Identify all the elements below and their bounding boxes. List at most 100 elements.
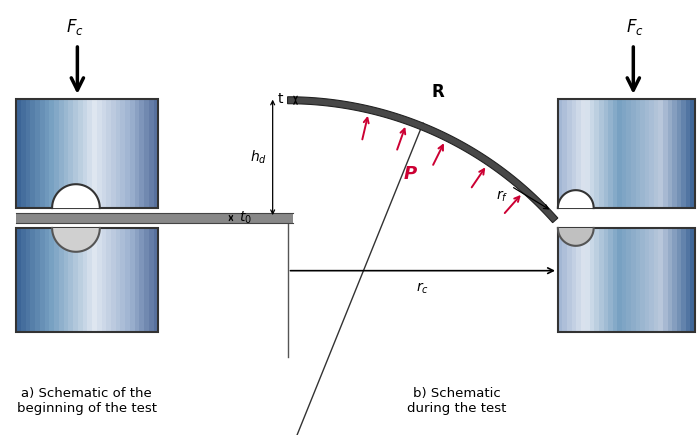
Polygon shape bbox=[690, 99, 696, 208]
Polygon shape bbox=[558, 228, 563, 332]
Polygon shape bbox=[636, 228, 640, 332]
Polygon shape bbox=[659, 99, 664, 208]
Polygon shape bbox=[640, 228, 645, 332]
Polygon shape bbox=[567, 99, 572, 208]
Polygon shape bbox=[555, 228, 596, 246]
Polygon shape bbox=[16, 228, 158, 332]
Polygon shape bbox=[663, 228, 668, 332]
Polygon shape bbox=[572, 99, 577, 208]
Polygon shape bbox=[69, 99, 74, 208]
Polygon shape bbox=[590, 99, 595, 208]
Polygon shape bbox=[636, 99, 640, 208]
Polygon shape bbox=[650, 99, 654, 208]
Polygon shape bbox=[572, 228, 577, 332]
Polygon shape bbox=[622, 228, 627, 332]
Polygon shape bbox=[563, 99, 568, 208]
Polygon shape bbox=[576, 99, 581, 208]
Polygon shape bbox=[659, 228, 664, 332]
Polygon shape bbox=[31, 99, 36, 208]
Polygon shape bbox=[558, 99, 695, 208]
Polygon shape bbox=[585, 228, 590, 332]
Polygon shape bbox=[139, 228, 145, 332]
Polygon shape bbox=[73, 228, 78, 332]
Polygon shape bbox=[106, 228, 111, 332]
Polygon shape bbox=[576, 228, 581, 332]
Polygon shape bbox=[78, 228, 83, 332]
Polygon shape bbox=[16, 228, 22, 332]
Text: $h_d$: $h_d$ bbox=[250, 149, 267, 166]
Polygon shape bbox=[581, 99, 586, 208]
Polygon shape bbox=[40, 99, 46, 208]
Polygon shape bbox=[59, 228, 64, 332]
Polygon shape bbox=[668, 228, 673, 332]
Polygon shape bbox=[125, 99, 130, 208]
Text: t: t bbox=[278, 92, 284, 106]
Text: $F_c$: $F_c$ bbox=[66, 17, 84, 37]
Polygon shape bbox=[288, 97, 558, 223]
Polygon shape bbox=[120, 99, 126, 208]
Polygon shape bbox=[88, 228, 92, 332]
Text: P: P bbox=[403, 165, 416, 183]
Polygon shape bbox=[134, 228, 140, 332]
Polygon shape bbox=[106, 99, 111, 208]
Polygon shape bbox=[599, 228, 604, 332]
Polygon shape bbox=[54, 99, 60, 208]
Polygon shape bbox=[102, 228, 107, 332]
Polygon shape bbox=[672, 99, 677, 208]
Polygon shape bbox=[83, 99, 88, 208]
Polygon shape bbox=[59, 99, 64, 208]
Polygon shape bbox=[139, 99, 145, 208]
Polygon shape bbox=[617, 228, 622, 332]
Polygon shape bbox=[144, 99, 149, 208]
Polygon shape bbox=[26, 228, 31, 332]
Polygon shape bbox=[668, 99, 673, 208]
Polygon shape bbox=[54, 228, 60, 332]
Polygon shape bbox=[594, 228, 599, 332]
Polygon shape bbox=[558, 99, 563, 208]
Polygon shape bbox=[97, 99, 102, 208]
Polygon shape bbox=[603, 99, 609, 208]
Polygon shape bbox=[686, 228, 691, 332]
Polygon shape bbox=[102, 99, 107, 208]
Polygon shape bbox=[672, 228, 677, 332]
Polygon shape bbox=[612, 228, 618, 332]
Polygon shape bbox=[585, 99, 590, 208]
Polygon shape bbox=[677, 228, 682, 332]
Text: R: R bbox=[432, 83, 444, 101]
Text: $r_c$: $r_c$ bbox=[416, 281, 429, 296]
Polygon shape bbox=[35, 228, 41, 332]
Polygon shape bbox=[153, 228, 159, 332]
Polygon shape bbox=[622, 99, 627, 208]
Polygon shape bbox=[663, 99, 668, 208]
Polygon shape bbox=[130, 228, 135, 332]
Text: $F_c$: $F_c$ bbox=[626, 17, 644, 37]
Polygon shape bbox=[645, 99, 650, 208]
Polygon shape bbox=[21, 99, 26, 208]
Polygon shape bbox=[594, 99, 599, 208]
Text: a) Schematic of the
beginning of the test: a) Schematic of the beginning of the tes… bbox=[17, 387, 157, 415]
Polygon shape bbox=[134, 99, 140, 208]
Polygon shape bbox=[21, 228, 26, 332]
Polygon shape bbox=[45, 99, 50, 208]
Polygon shape bbox=[599, 99, 604, 208]
Polygon shape bbox=[49, 228, 103, 252]
Polygon shape bbox=[83, 228, 88, 332]
Polygon shape bbox=[681, 228, 687, 332]
Polygon shape bbox=[631, 228, 636, 332]
Polygon shape bbox=[26, 99, 31, 208]
Polygon shape bbox=[590, 228, 595, 332]
Polygon shape bbox=[153, 99, 159, 208]
Polygon shape bbox=[120, 228, 126, 332]
Polygon shape bbox=[88, 99, 92, 208]
Polygon shape bbox=[681, 99, 687, 208]
Polygon shape bbox=[608, 99, 613, 208]
Polygon shape bbox=[608, 228, 613, 332]
Text: $r_f$: $r_f$ bbox=[496, 188, 509, 204]
Polygon shape bbox=[45, 228, 50, 332]
Polygon shape bbox=[92, 99, 97, 208]
Polygon shape bbox=[125, 228, 130, 332]
Polygon shape bbox=[73, 99, 78, 208]
Polygon shape bbox=[116, 228, 121, 332]
Polygon shape bbox=[97, 228, 102, 332]
Polygon shape bbox=[64, 228, 69, 332]
